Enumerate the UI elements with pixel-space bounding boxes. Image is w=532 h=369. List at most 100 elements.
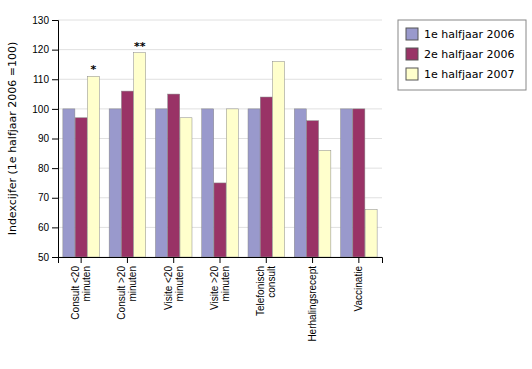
x-tick-mark [220, 257, 221, 263]
grid-line [58, 108, 382, 109]
grid-line [58, 168, 382, 169]
x-tick-label-line: Visite >20 [209, 266, 220, 310]
bar [109, 109, 121, 257]
y-tick-mark [52, 168, 58, 169]
bar [202, 109, 214, 257]
x-tick-label-line: Herhalingsrecept [307, 266, 318, 342]
bar [248, 109, 260, 257]
bar [214, 183, 226, 257]
bar [260, 97, 272, 257]
y-tick-label: 70 [38, 192, 50, 203]
legend-item: 1e halfjaar 2007 [406, 68, 514, 81]
bar-series [87, 53, 377, 257]
y-tick-label: 90 [38, 133, 50, 144]
x-tick-label-line: Consult <20 [70, 266, 81, 320]
legend: 1e halfjaar 2006 2e halfjaar 2006 1e halfj… [398, 20, 526, 90]
grid-line [58, 20, 382, 21]
legend-swatch [406, 48, 418, 60]
bar [134, 53, 146, 257]
y-tick: 60 [38, 222, 58, 233]
bar [365, 210, 377, 257]
x-tick-mark [81, 257, 82, 263]
x-tick-label-line: Consult >20 [116, 266, 127, 320]
x-tick: Telefonischconsult [255, 257, 277, 316]
y-tick: 120 [32, 44, 58, 55]
x-tick-label-line: Vaccinatie [353, 266, 364, 312]
y-tick: 110 [33, 74, 58, 85]
y-tick: 50 [38, 252, 58, 263]
bar-series [75, 91, 365, 257]
y-tick-mark [52, 227, 58, 228]
legend-label: 1e halfjaar 2007 [424, 68, 514, 81]
x-tick-label: Consult >20minuten [116, 266, 138, 320]
grid-line [58, 79, 382, 80]
y-tick-label: 120 [32, 44, 49, 55]
y-tick: 90 [38, 133, 58, 144]
y-tick-label: 110 [33, 74, 49, 85]
legend-label: 1e halfjaar 2006 [424, 28, 514, 41]
legend-swatch [406, 28, 418, 40]
annotation: ** [134, 40, 146, 53]
x-tick: Consult <20minuten [70, 257, 92, 320]
x-tick-label-line: Telefonisch [255, 266, 266, 316]
x-tick-label-line: minuten [174, 266, 185, 302]
y-tick-label: 50 [38, 252, 50, 263]
y-axis: 50 60 70 80 90 100 110 120 130 [32, 15, 58, 263]
bar-series [63, 109, 353, 257]
y-tick: 70 [38, 192, 58, 203]
x-tick-label-line: consult [266, 266, 277, 298]
y-axis-title: Indexcijfer (1e halfjaar 2006 =100) [6, 42, 19, 236]
bar [273, 61, 285, 257]
x-tick-label-line: minuten [127, 266, 138, 302]
x-tick-label-line: minuten [220, 266, 231, 302]
bar [121, 91, 133, 257]
x-tick-label: Visite >20minuten [209, 266, 231, 310]
y-tick-mark [52, 79, 58, 80]
legend-item: 1e halfjaar 2006 [406, 28, 514, 41]
x-tick: Visite >20minuten [209, 257, 231, 310]
x-tick-mark [127, 257, 128, 263]
chart: 5060708090100110120130Consult <20minuten… [0, 0, 532, 369]
x-tick-mark [266, 257, 267, 263]
y-tick-mark [52, 109, 58, 110]
bar [155, 109, 167, 257]
bars [63, 53, 377, 257]
x-tick: Consult >20minuten [116, 257, 138, 320]
x-tick-label: Telefonischconsult [255, 266, 277, 316]
annotations: *** [91, 40, 146, 77]
x-tick-mark [173, 257, 174, 263]
grid [58, 20, 382, 257]
y-tick-mark [52, 257, 58, 258]
y-tick-label: 130 [32, 15, 49, 26]
x-axis: Consult <20minutenConsult >20minutenVisi… [59, 257, 383, 342]
grid-line [58, 49, 382, 50]
x-tick-mark [358, 257, 359, 263]
y-tick-mark [52, 198, 58, 199]
x-axis-line [59, 258, 383, 264]
x-tick: Visite <20minuten [163, 257, 185, 310]
x-tick-mark [312, 257, 313, 263]
bar [294, 109, 306, 257]
bar [63, 109, 75, 257]
bar [226, 109, 238, 257]
y-tick-label: 100 [32, 104, 49, 115]
y-tick: 100 [32, 104, 58, 115]
y-tick-mark [52, 20, 58, 21]
bar [75, 118, 87, 257]
y-tick-label: 80 [38, 163, 50, 174]
bar [307, 121, 319, 257]
legend-box [398, 20, 526, 90]
x-tick: Vaccinatie [353, 257, 364, 311]
annotation: * [91, 63, 97, 76]
x-tick-label: Visite <20minuten [163, 266, 185, 310]
y-tick: 80 [38, 163, 58, 174]
grid-line [58, 138, 382, 139]
x-tick-label-line: Visite <20 [163, 266, 174, 310]
legend-item: 2e halfjaar 2006 [406, 48, 514, 61]
y-tick-label: 60 [38, 222, 50, 233]
bar [168, 94, 180, 257]
bar [319, 150, 331, 257]
y-tick: 130 [32, 15, 58, 26]
bar [87, 76, 99, 257]
bar [353, 109, 365, 257]
